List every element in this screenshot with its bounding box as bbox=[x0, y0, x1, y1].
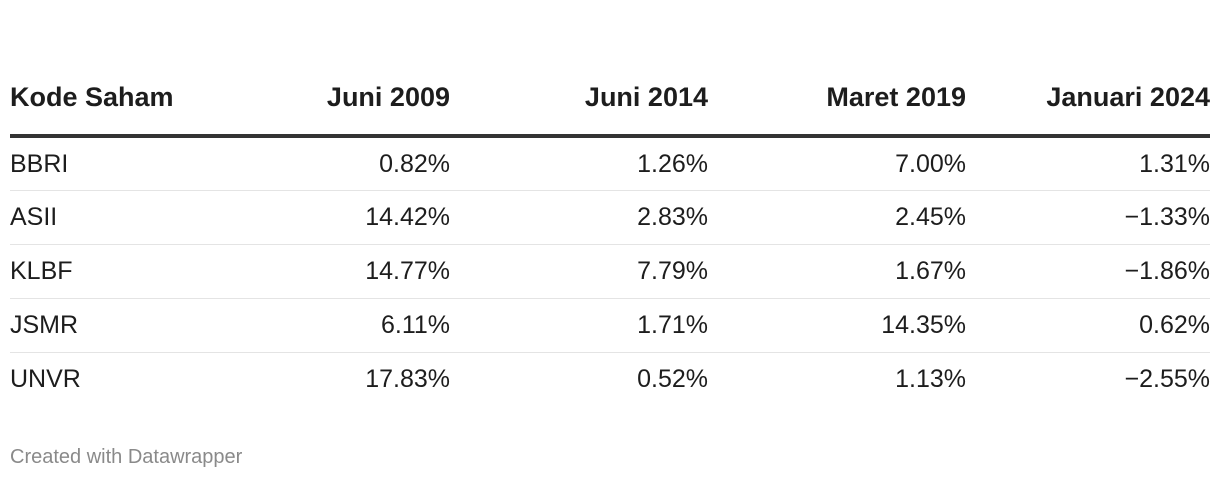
cell-stock-code: BBRI bbox=[10, 136, 190, 191]
column-header-kode-saham: Kode Saham bbox=[10, 0, 190, 138]
column-header-januari-2024: Januari 2024 bbox=[966, 0, 1210, 138]
cell-value: 0.62% bbox=[966, 298, 1210, 353]
cell-value: 2.45% bbox=[708, 190, 966, 245]
datawrapper-credit: Created with Datawrapper bbox=[10, 446, 243, 468]
column-header-maret-2019: Maret 2019 bbox=[708, 0, 966, 138]
cell-value: −2.55% bbox=[1124, 365, 1211, 394]
table-row: JSMR 6.11% 1.71% 14.35% 0.62% bbox=[10, 298, 1210, 353]
table-header-row: Kode Saham Juni 2009 Juni 2014 Maret 201… bbox=[10, 0, 1210, 138]
cell-stock-code: UNVR bbox=[10, 365, 81, 394]
cell-value: 1.71% bbox=[450, 298, 708, 353]
cell-value: 7.79% bbox=[450, 244, 708, 299]
column-header-juni-2014: Juni 2014 bbox=[450, 0, 708, 138]
cell-value: 1.13% bbox=[895, 365, 966, 394]
cell-value: 17.83% bbox=[365, 365, 450, 394]
cell-stock-code: KLBF bbox=[10, 244, 190, 299]
cell-value: 1.31% bbox=[966, 136, 1210, 191]
data-table: Kode Saham Juni 2009 Juni 2014 Maret 201… bbox=[10, 0, 1210, 406]
table-row: BBRI 0.82% 1.26% 7.00% 1.31% bbox=[10, 136, 1210, 191]
cell-value: 0.82% bbox=[190, 136, 450, 191]
cell-value: 2.83% bbox=[450, 190, 708, 245]
data-table-container: Kode Saham Juni 2009 Juni 2014 Maret 201… bbox=[10, 0, 1210, 406]
cell-value: 14.77% bbox=[190, 244, 450, 299]
cell-value: 14.35% bbox=[708, 298, 966, 353]
table-row: KLBF 14.77% 7.79% 1.67% −1.86% bbox=[10, 244, 1210, 299]
cell-value: 0.52% bbox=[637, 365, 708, 394]
cell-value: 6.11% bbox=[190, 298, 450, 353]
cell-stock-code: ASII bbox=[10, 190, 190, 245]
cell-stock-code: JSMR bbox=[10, 298, 190, 353]
column-header-juni-2009: Juni 2009 bbox=[190, 0, 450, 138]
cell-value: −1.33% bbox=[966, 190, 1210, 245]
cell-value: 1.26% bbox=[450, 136, 708, 191]
table-row: ASII 14.42% 2.83% 2.45% −1.33% bbox=[10, 190, 1210, 245]
cell-value: 14.42% bbox=[190, 190, 450, 245]
cell-value: −1.86% bbox=[966, 244, 1210, 299]
table-row: UNVR 17.83% 0.52% 1.13% −2.55% bbox=[10, 352, 1210, 406]
cell-value: 1.67% bbox=[708, 244, 966, 299]
cell-value: 7.00% bbox=[708, 136, 966, 191]
